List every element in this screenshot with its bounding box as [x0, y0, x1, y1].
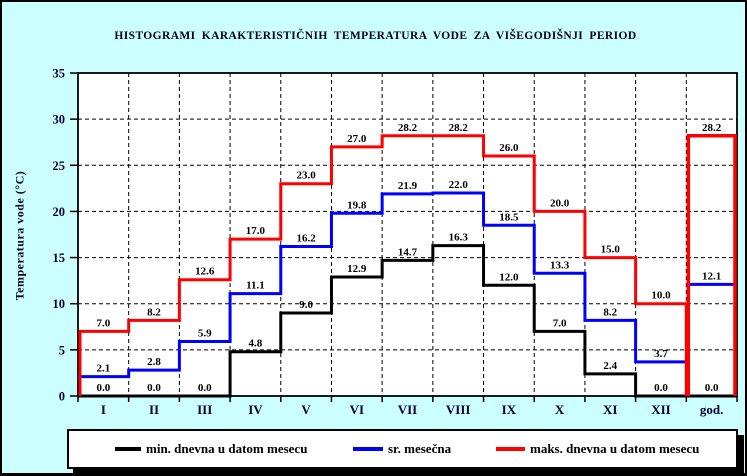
value-label: 17.0 — [246, 225, 266, 237]
value-label: 2.1 — [96, 363, 110, 375]
x-category-label: V — [301, 402, 311, 417]
x-category-label: VI — [350, 402, 364, 417]
value-label: 8.2 — [147, 306, 161, 318]
value-label: 27.0 — [347, 133, 367, 145]
value-label: 13.3 — [550, 259, 570, 271]
x-category-label: X — [555, 402, 565, 417]
value-label: 0.0 — [96, 382, 110, 394]
legend: min. dnevna u datom mesecu sr. mesečna m… — [67, 429, 738, 469]
y-tick-label: 15 — [53, 251, 66, 265]
value-label: 28.2 — [449, 122, 469, 134]
value-label: 7.0 — [553, 317, 567, 329]
value-label: 8.2 — [603, 306, 617, 318]
chart-title: HISTOGRAMI KARAKTERISTIČNIH TEMPERATURA … — [114, 30, 637, 42]
value-label: 23.0 — [296, 170, 316, 182]
value-label: 12.1 — [702, 270, 721, 282]
value-label: 14.7 — [398, 246, 418, 258]
x-category-label: I — [101, 402, 106, 417]
value-label: 16.2 — [296, 232, 316, 244]
y-tick-label: 30 — [53, 113, 66, 127]
legend-line-avg-icon — [353, 447, 383, 451]
y-tick-label: 25 — [53, 159, 66, 173]
value-label: 18.5 — [499, 211, 519, 223]
y-tick-label: 0 — [59, 390, 65, 404]
value-label: 11.1 — [246, 280, 265, 292]
x-category-label: VII — [398, 402, 418, 417]
value-label: 12.0 — [499, 271, 519, 283]
value-label: 2.8 — [147, 356, 161, 368]
value-label: 7.0 — [96, 317, 110, 329]
y-tick-label: 10 — [53, 297, 66, 311]
x-category-label: III — [197, 402, 212, 417]
x-category-label: XI — [603, 402, 617, 417]
value-label: 26.0 — [499, 142, 519, 154]
series-box-max-year — [686, 134, 737, 396]
x-category-label: god. — [700, 402, 723, 417]
value-label: 0.0 — [147, 382, 161, 394]
value-label: 0.0 — [705, 382, 719, 394]
legend-label-avg: sr. mesečna — [388, 441, 452, 456]
value-label: 4.8 — [249, 338, 263, 350]
x-category-label: XII — [651, 402, 671, 417]
value-label: 10.0 — [651, 290, 671, 302]
series-line-min — [78, 244, 737, 398]
y-tick-label: 5 — [59, 343, 65, 357]
series-line-avg — [78, 191, 687, 379]
value-label: 15.0 — [601, 244, 621, 256]
value-label: 12.9 — [347, 263, 367, 275]
x-category-label: IX — [502, 402, 517, 417]
series-line-max — [78, 134, 688, 396]
legend-label-min: min. dnevna u datom mesecu — [146, 441, 308, 456]
legend-line-min-icon — [115, 447, 141, 451]
value-label: 3.7 — [654, 348, 668, 360]
value-label: 0.0 — [654, 382, 668, 394]
value-label: 2.4 — [603, 360, 617, 372]
legend-line-max-icon — [496, 447, 525, 451]
value-label: 9.0 — [299, 299, 313, 311]
value-label: 20.0 — [550, 197, 570, 209]
y-tick-label: 35 — [53, 67, 66, 81]
value-label: 19.8 — [347, 199, 367, 211]
value-label: 5.9 — [198, 328, 212, 340]
value-label: 21.9 — [398, 180, 418, 192]
y-tick-label: 20 — [53, 205, 66, 219]
x-category-label: IV — [248, 402, 263, 417]
value-label: 0.0 — [198, 382, 212, 394]
value-label: 12.6 — [195, 266, 215, 278]
value-label: 28.2 — [702, 122, 722, 134]
x-category-label: II — [149, 402, 159, 417]
plot-border — [77, 72, 738, 397]
legend-label-max: maks. dnevna u datom mesecu — [530, 441, 700, 456]
value-label: 16.3 — [449, 232, 469, 244]
value-label: 28.2 — [398, 122, 418, 134]
x-category-label: VIII — [446, 402, 471, 417]
value-label: 22.0 — [449, 179, 469, 191]
